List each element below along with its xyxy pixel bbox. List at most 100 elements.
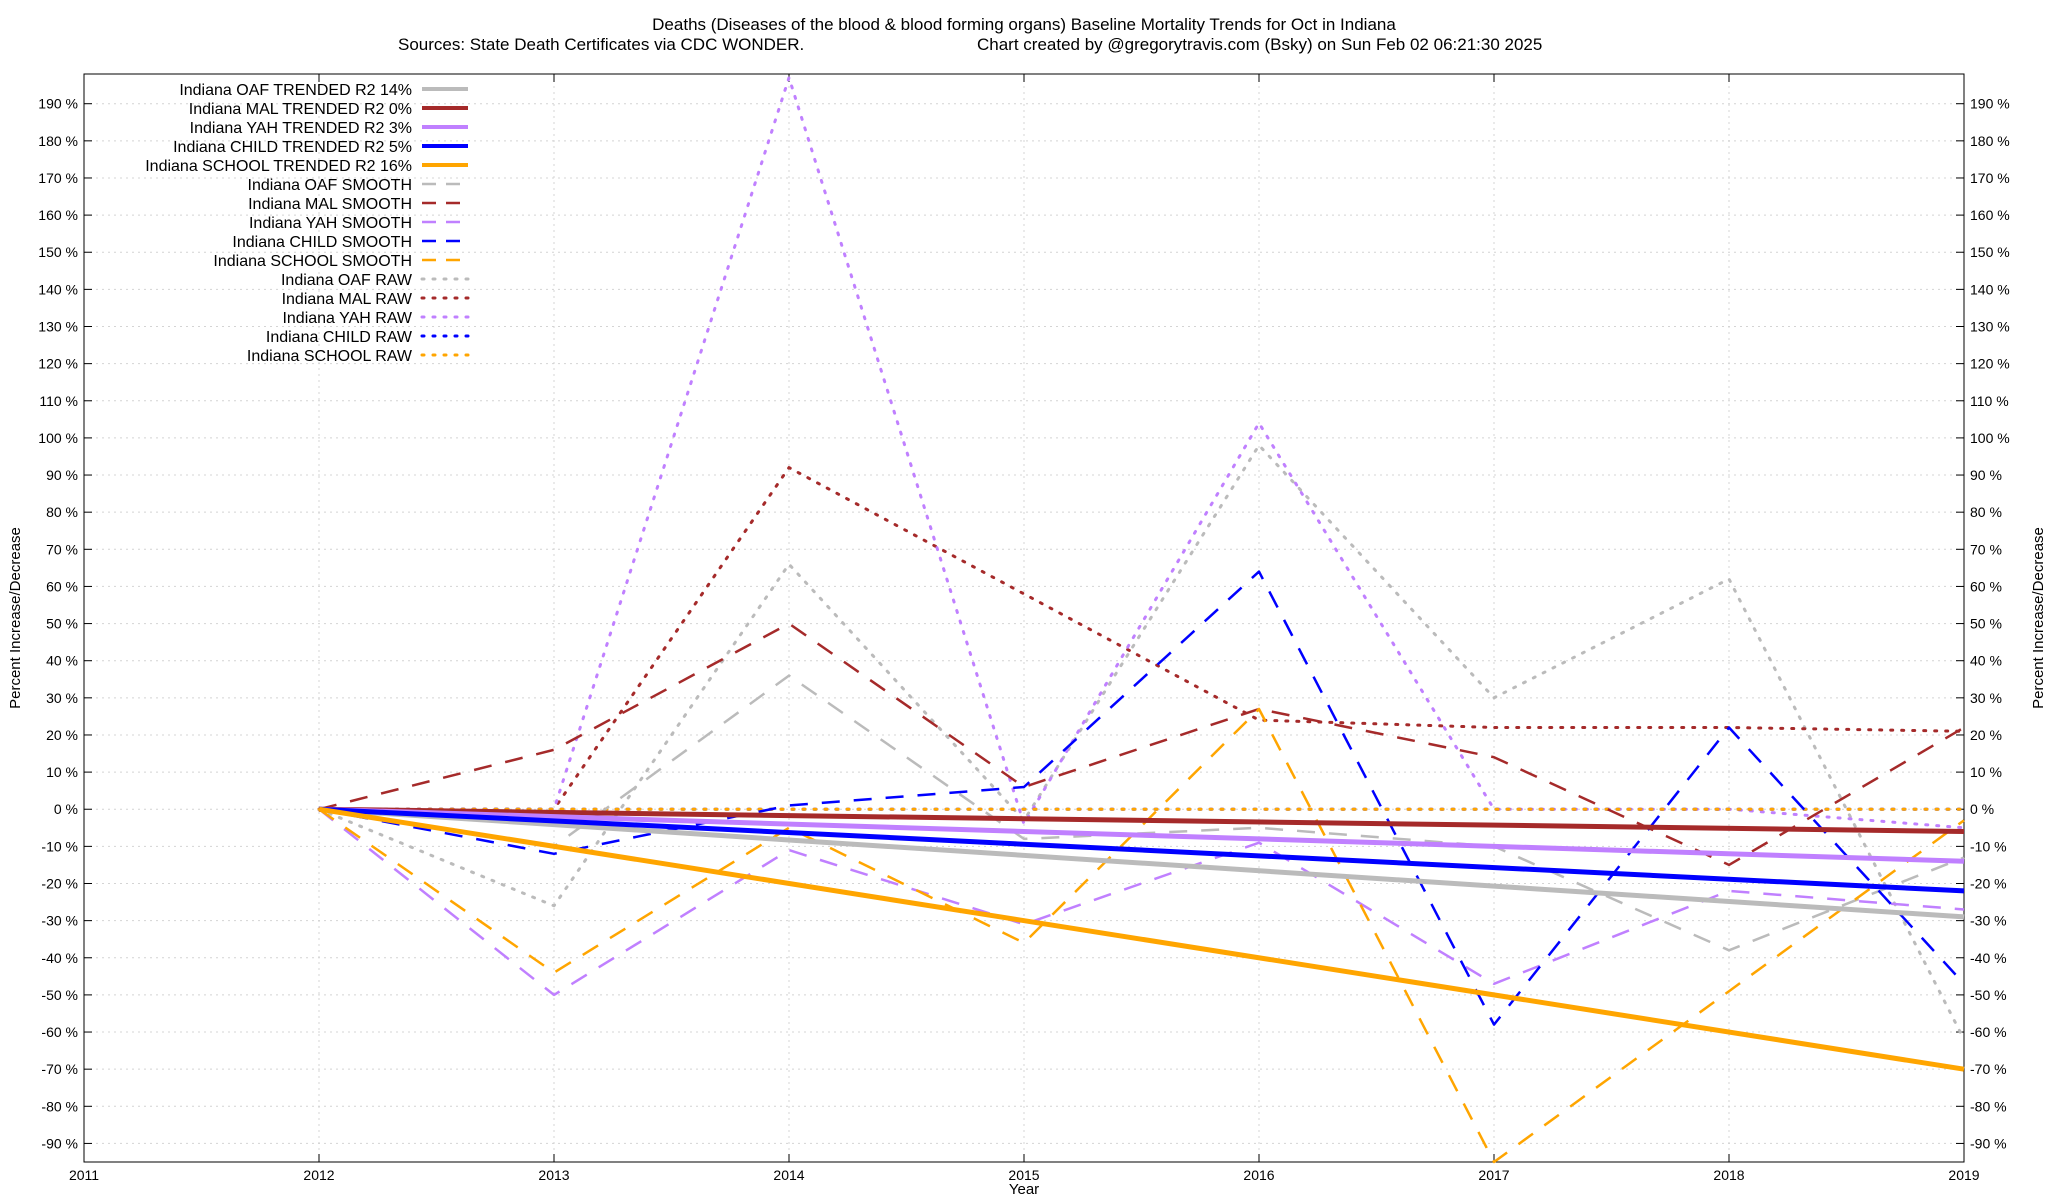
series-line-indiana-oaf-trended-r2-14 <box>318 806 1965 920</box>
legend-label: Indiana SCHOOL TRENDED R2 16% <box>145 158 412 175</box>
y-tick-label-left: 0 % <box>54 801 78 817</box>
y-tick-label-right: 130 % <box>1970 319 2010 335</box>
legend-label: Indiana MAL TRENDED R2 0% <box>189 101 412 118</box>
y-tick-label-left: 50 % <box>46 616 78 632</box>
y-tick-label-right: 60 % <box>1970 578 2002 594</box>
y-tick-label-right: 50 % <box>1970 616 2002 632</box>
y-tick-label-left: 170 % <box>38 170 78 186</box>
y-tick-label-right: 110 % <box>1970 393 2009 409</box>
y-tick-label-left: 130 % <box>38 319 78 335</box>
y-tick-label-right: -90 % <box>1970 1135 2007 1151</box>
x-tick-label: 2018 <box>1713 1167 1744 1183</box>
y-tick-label-left: -80 % <box>41 1098 78 1114</box>
tick-layer: -90 % -90 % -80 % -80 % -70 % -70 % -60 % -60 %… <box>38 74 2010 1183</box>
series-line-indiana-yah-trended-r2-3 <box>318 806 1965 864</box>
series-line-indiana-school-trended-r2-16 <box>318 806 1965 1072</box>
y-tick-label-left: 30 % <box>46 690 78 706</box>
y-tick-label-right: 10 % <box>1970 764 2002 780</box>
y-tick-label-left: 70 % <box>46 541 78 557</box>
y-axis-label-left: Percent Increase/Decrease <box>7 527 24 709</box>
y-tick-label-right: 140 % <box>1970 281 2010 297</box>
y-tick-label-right: -80 % <box>1970 1098 2007 1114</box>
series-line-indiana-mal-raw <box>317 466 1966 811</box>
y-tick-label-left: -40 % <box>41 950 78 966</box>
legend-label: Indiana MAL SMOOTH <box>248 196 412 213</box>
y-tick-label-right: 170 % <box>1970 170 2010 186</box>
y-tick-label-left: -30 % <box>41 913 78 929</box>
legend-label: Indiana OAF TRENDED R2 14% <box>179 82 412 99</box>
y-tick-label-right: 180 % <box>1970 133 2010 149</box>
y-tick-label-left: 80 % <box>46 504 78 520</box>
legend-label: Indiana CHILD RAW <box>266 329 413 346</box>
y-tick-label-left: 90 % <box>46 467 78 483</box>
legend-label: Indiana OAF RAW <box>281 272 413 289</box>
y-tick-label-right: 80 % <box>1970 504 2002 520</box>
y-tick-label-left: -10 % <box>41 838 78 854</box>
x-tick-label: 2011 <box>69 1167 99 1183</box>
legend-label: Indiana SCHOOL SMOOTH <box>213 253 412 270</box>
y-tick-label-left: 100 % <box>38 430 78 446</box>
y-tick-label-left: 110 % <box>39 393 78 409</box>
x-tick-label: 2012 <box>303 1167 334 1183</box>
x-tick-label: 2013 <box>538 1167 569 1183</box>
y-tick-label-right: 100 % <box>1970 430 2010 446</box>
y-tick-label-right: -60 % <box>1970 1024 2007 1040</box>
legend-label: Indiana YAH SMOOTH <box>249 215 412 232</box>
y-tick-label-right: 150 % <box>1970 244 2010 260</box>
y-axis-label-right: Percent Increase/Decrease <box>2030 527 2047 709</box>
y-tick-label-left: -60 % <box>41 1024 78 1040</box>
series-line-indiana-child-trended-r2-5 <box>318 806 1965 894</box>
legend-label: Indiana CHILD SMOOTH <box>232 234 412 251</box>
legend-label: Indiana YAH RAW <box>282 310 412 327</box>
y-tick-label-left: 150 % <box>38 244 78 260</box>
chart-title: Deaths (Diseases of the blood & blood fo… <box>652 15 1396 34</box>
y-tick-label-left: 40 % <box>46 653 78 669</box>
y-tick-label-left: 140 % <box>38 281 78 297</box>
x-tick-label: 2016 <box>1243 1167 1274 1183</box>
y-tick-label-right: 0 % <box>1970 801 1994 817</box>
series-layer <box>317 76 1966 1164</box>
x-tick-label: 2014 <box>773 1167 804 1183</box>
y-tick-label-left: 10 % <box>46 764 78 780</box>
y-tick-label-right: 20 % <box>1970 727 2002 743</box>
y-tick-label-right: -50 % <box>1970 987 2007 1003</box>
y-tick-label-left: 190 % <box>38 96 78 112</box>
legend-label: Indiana SCHOOL RAW <box>247 348 413 365</box>
legend-label: Indiana CHILD TRENDED R2 5% <box>173 139 412 156</box>
series-line-indiana-yah-raw <box>317 76 1966 830</box>
chart-subtitle-right: Chart created by @gregorytravis.com (Bsk… <box>977 35 1542 54</box>
y-tick-label-left: 120 % <box>38 356 78 372</box>
y-tick-label-left: 180 % <box>38 133 78 149</box>
y-tick-label-left: -20 % <box>41 876 78 892</box>
y-tick-label-left: -70 % <box>41 1061 78 1077</box>
x-tick-label: 2019 <box>1948 1167 1979 1183</box>
y-tick-label-right: 120 % <box>1970 356 2010 372</box>
series-line-indiana-child-smooth <box>318 570 1965 1026</box>
y-tick-label-left: 60 % <box>46 578 78 594</box>
y-tick-label-right: 160 % <box>1970 207 2010 223</box>
legend: Indiana OAF TRENDED R2 14% Indiana MAL TR… <box>145 82 470 365</box>
legend-label: Indiana YAH TRENDED R2 3% <box>190 120 412 137</box>
legend-label: Indiana OAF SMOOTH <box>248 177 413 194</box>
y-tick-label-right: -70 % <box>1970 1061 2007 1077</box>
x-tick-label: 2015 <box>1008 1167 1039 1183</box>
y-tick-label-right: 70 % <box>1970 541 2002 557</box>
chart-subtitle-left: Sources: State Death Certificates via CD… <box>398 35 804 54</box>
y-tick-label-left: -50 % <box>41 987 78 1003</box>
series-line-indiana-school-smooth <box>318 707 1965 1164</box>
legend-label: Indiana MAL RAW <box>282 291 413 308</box>
y-tick-label-right: 190 % <box>1970 96 2010 112</box>
x-axis-label: Year <box>1009 1181 1039 1198</box>
y-tick-label-right: 90 % <box>1970 467 2002 483</box>
series-line-indiana-mal-trended-r2-0 <box>318 806 1965 834</box>
y-tick-label-right: -20 % <box>1970 876 2007 892</box>
y-tick-label-left: 160 % <box>38 207 78 223</box>
y-tick-label-left: -90 % <box>41 1135 78 1151</box>
y-tick-label-right: 40 % <box>1970 653 2002 669</box>
y-tick-label-right: -40 % <box>1970 950 2007 966</box>
grid-layer <box>83 74 1965 1162</box>
y-tick-label-right: -10 % <box>1970 838 2007 854</box>
x-tick-label: 2017 <box>1478 1167 1509 1183</box>
